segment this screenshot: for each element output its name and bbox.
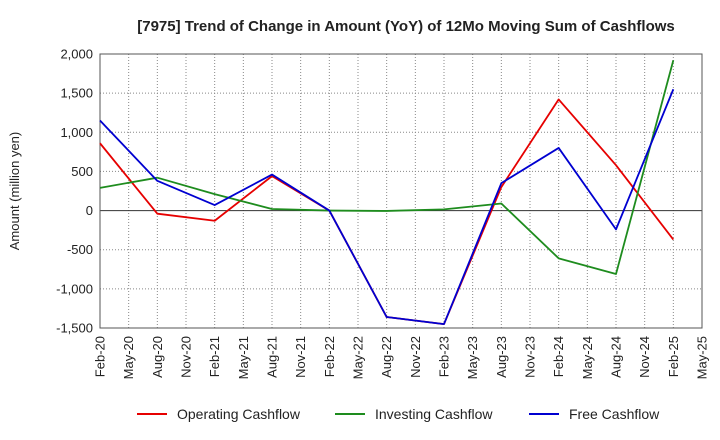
y-tick-label: -1,000 — [56, 281, 93, 296]
x-tick-label: Feb-24 — [551, 336, 566, 377]
legend-label-operating-cashflow: Operating Cashflow — [177, 406, 301, 422]
x-tick-label: Nov-23 — [523, 336, 538, 378]
x-axis-ticks: Feb-20 May-20 Aug-20 Nov-20 Feb-21 May-21 Aug-… — [93, 336, 710, 379]
y-tick-label: 2,000 — [60, 47, 93, 62]
y-tick-label: -1,500 — [56, 321, 93, 336]
y-tick-label: -500 — [67, 242, 93, 257]
plot-area — [100, 54, 702, 328]
legend: Operating Cashflow Investing Cashflow Free… — [137, 406, 660, 422]
y-tick-label: 500 — [71, 164, 93, 179]
x-tick-label: Nov-21 — [293, 336, 308, 378]
x-tick-label: Nov-22 — [408, 336, 423, 378]
x-tick-label: Feb-22 — [322, 336, 337, 377]
x-tick-label: Nov-20 — [179, 336, 194, 378]
legend-label-free-cashflow: Free Cashflow — [569, 406, 660, 422]
x-tick-label: May-20 — [121, 336, 136, 379]
x-tick-label: Aug-21 — [265, 336, 280, 378]
series-line-free-cashflow — [99, 88, 675, 325]
y-axis-ticks: -1,500 -1,000 -500 0 500 1,000 1,500 2,000 — [56, 47, 93, 336]
x-tick-label: Feb-25 — [666, 336, 681, 377]
legend-label-investing-cashflow: Investing Cashflow — [375, 406, 493, 422]
x-tick-label: Aug-20 — [150, 336, 165, 378]
chart-title: [7975] Trend of Change in Amount (YoY) o… — [137, 18, 675, 35]
x-tick-label: Feb-20 — [93, 336, 108, 377]
series-lines — [99, 60, 675, 325]
x-tick-label: May-22 — [351, 336, 366, 379]
x-tick-label: May-24 — [580, 336, 595, 379]
x-tick-label: Aug-23 — [494, 336, 509, 378]
y-tick-label: 0 — [86, 203, 93, 218]
y-tick-label: 1,500 — [60, 86, 93, 101]
x-tick-label: Aug-24 — [609, 336, 624, 378]
x-tick-label: Nov-24 — [637, 336, 652, 378]
x-tick-label: May-21 — [236, 336, 251, 379]
x-tick-label: Feb-23 — [437, 336, 452, 377]
y-axis-label: Amount (million yen) — [7, 132, 22, 251]
x-tick-label: Aug-22 — [379, 336, 394, 378]
plot-frame — [99, 53, 703, 329]
x-tick-label: Feb-21 — [207, 336, 222, 377]
y-tick-label: 1,000 — [60, 125, 93, 140]
x-tick-label: May-25 — [695, 336, 710, 379]
series-line-investing-cashflow — [99, 60, 675, 275]
x-tick-label: May-23 — [465, 336, 480, 379]
